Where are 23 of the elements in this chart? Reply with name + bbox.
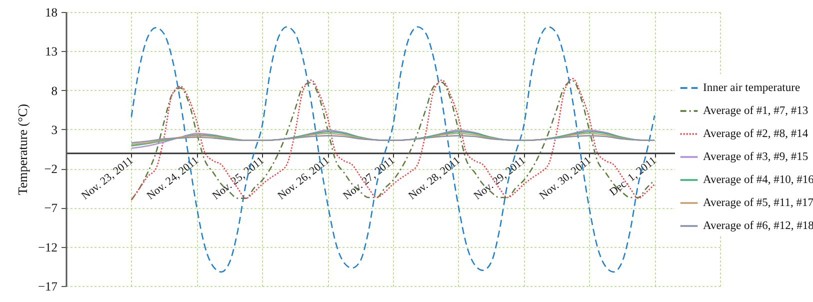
y-tick-label: −2 bbox=[44, 162, 58, 176]
y-tick-label: 18 bbox=[45, 6, 58, 20]
x-tick-label: Nov. 28, 2011 bbox=[406, 154, 463, 202]
y-tick-label: −7 bbox=[44, 201, 58, 216]
y-tick-label: −12 bbox=[38, 240, 58, 254]
legend-label: Average of #2, #8, #14 bbox=[703, 128, 808, 140]
y-tick-label: 8 bbox=[51, 84, 58, 98]
legend-label: Average of #1, #7, #13 bbox=[703, 105, 808, 117]
y-axis-title: Temperature (°C) bbox=[14, 104, 30, 196]
y-tick-label: 13 bbox=[45, 44, 58, 59]
y-tick-label: 3 bbox=[51, 122, 58, 137]
x-tick-label: Nov. 26, 2011 bbox=[276, 154, 332, 202]
y-tick-label: −17 bbox=[38, 280, 58, 294]
line-series bbox=[130, 135, 656, 144]
x-tick-label: Dec. 1, 2011 bbox=[607, 154, 659, 199]
legend-label: Inner air temperature bbox=[703, 82, 800, 94]
legend-label: Average of #3, #9, #15 bbox=[703, 151, 808, 163]
x-tick-label: Nov. 24, 2011 bbox=[144, 154, 201, 202]
x-tick-label: Nov. 29, 2011 bbox=[472, 154, 528, 202]
legend-label: Average of #5, #11, #17 bbox=[703, 197, 813, 209]
x-tick-label: Nov. 23, 2011 bbox=[79, 154, 136, 202]
x-tick-label: Nov. 27, 2011 bbox=[341, 154, 398, 202]
x-tick-label: Nov. 30, 2011 bbox=[537, 154, 594, 202]
